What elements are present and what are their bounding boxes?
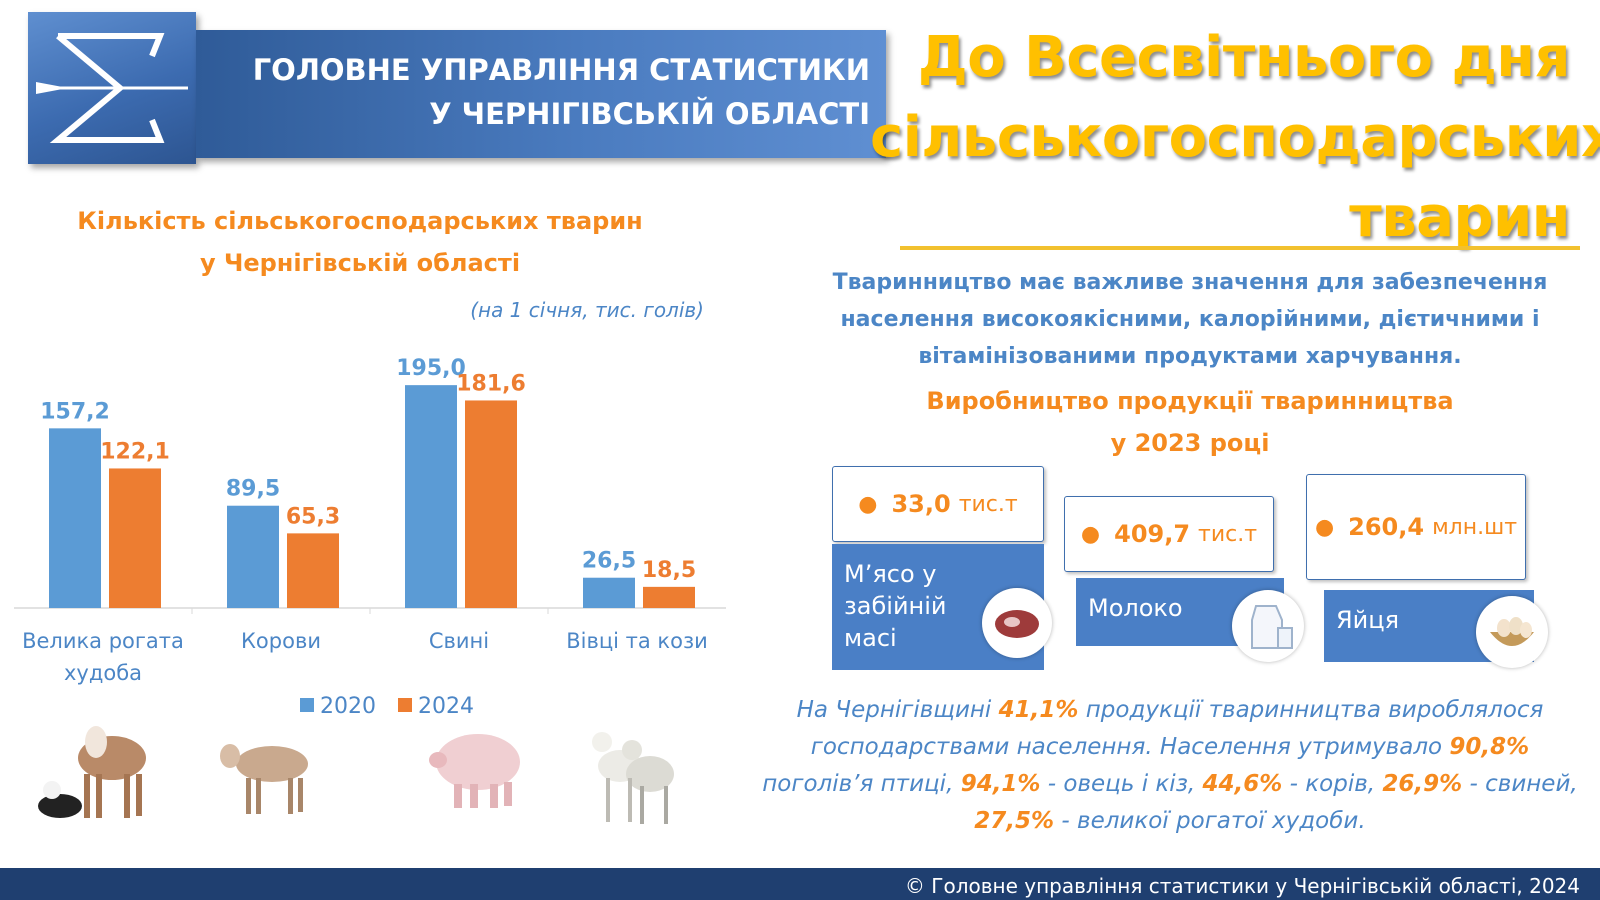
title-underline: [900, 246, 1580, 250]
org-name-line1: ГОЛОВНЕ УПРАВЛІННЯ СТАТИСТИКИ: [252, 53, 870, 87]
data-label-2020-1: 89,5: [226, 477, 280, 502]
production-title: Виробництво продукції тваринництва у 202…: [800, 380, 1580, 464]
pig-icon: [429, 734, 520, 808]
intro-line2: населення високоякісними, калорійними, д…: [840, 307, 1540, 332]
category-label-3: Вівці та кози: [566, 629, 708, 653]
bullet-icon: ●: [1080, 521, 1101, 547]
data-label-2020-3: 26,5: [582, 549, 636, 574]
data-label-2024-3: 18,5: [642, 558, 696, 583]
summary-part: - корів,: [1282, 771, 1383, 797]
header-banner: ГОЛОВНЕ УПРАВЛІННЯ СТАТИСТИКИ У ЧЕРНІГІВ…: [196, 30, 886, 158]
milk-icon: [1232, 590, 1304, 662]
category-label-1: Корови: [241, 629, 321, 653]
bullet-icon: ●: [858, 491, 878, 517]
data-label-2020-2: 195,0: [396, 356, 466, 381]
eggs-value-box: ● 260,4 млн.шт: [1306, 474, 1526, 580]
page-title-line3: тварин: [1349, 185, 1570, 250]
summary-value: 41,1%: [998, 697, 1079, 723]
bar-2024-1: [287, 533, 339, 608]
sigma-logo-icon: [36, 33, 188, 143]
footer-copyright: © Головне управління статистики у Черніг…: [904, 874, 1580, 898]
eggs-icon: [1476, 596, 1548, 668]
bar-2020-0: [49, 428, 101, 608]
chart-title-line1: Кількість сільськогосподарських тварин: [77, 207, 643, 235]
sheep-goats-icon: [592, 732, 674, 824]
legend-item-2024: 2024: [398, 694, 474, 719]
footer: © Головне управління статистики у Черніг…: [0, 868, 1600, 900]
page-title-line2: сільськогосподарських: [870, 105, 1600, 170]
production-title-line2: у 2023 році: [1110, 429, 1270, 457]
summary-part: На Чернігівщині: [796, 697, 999, 723]
bar-2024-0: [109, 468, 161, 608]
bar-2020-1: [227, 505, 279, 608]
summary-part: продукції тваринництва вироблялося госпо…: [810, 697, 1544, 760]
eggs-unit: млн.шт: [1432, 514, 1518, 540]
summary-part: поголів’я птиці,: [762, 771, 961, 797]
livestock-bar-chart: 157,2 122,1 Велика рогата худоба 89,565,3 Кор…: [14, 356, 726, 685]
meat-unit: тис.т: [958, 491, 1018, 517]
data-label-2020-0: 157,2: [40, 399, 110, 424]
data-label-2024-0: 122,1: [100, 439, 170, 464]
summary-part: - свиней,: [1462, 771, 1578, 797]
milk-value-box: ● 409,7 тис.т: [1064, 496, 1274, 572]
chart-legend: 2020 2024: [300, 694, 474, 719]
meat-value: 33,0: [891, 490, 951, 518]
intro-text: Тваринництво має важливе значення для за…: [790, 264, 1590, 375]
summary-value: 26,9%: [1382, 771, 1463, 797]
milk-label-line1: Молоко: [1088, 594, 1183, 622]
chart-subtitle: (на 1 січня, тис. голів): [470, 298, 704, 322]
summary-text: На Чернігівщині 41,1% продукції тваринни…: [760, 692, 1580, 840]
summary-value: 94,1%: [960, 771, 1041, 797]
intro-line1: Тваринництво має важливе значення для за…: [832, 270, 1548, 295]
org-name-line2: У ЧЕРНІГІВСЬКІЙ ОБЛАСТІ: [429, 97, 870, 131]
production-title-line1: Виробництво продукції тваринництва: [926, 387, 1454, 415]
data-label-2024-1: 65,3: [286, 504, 340, 529]
bar-2024-2: [465, 400, 517, 608]
data-label-2024-2: 181,6: [456, 371, 526, 396]
category-label-0: худоба: [64, 661, 142, 685]
org-logo: [28, 12, 196, 164]
bar-2020-3: [583, 577, 635, 608]
chart-title-line2: у Чернігівській області: [199, 249, 521, 277]
meat-label-line1: М’ясо у: [844, 560, 937, 588]
meat-label-line3: масі: [844, 624, 897, 652]
bar-2020-2: [405, 385, 457, 608]
meat-value-box: ● 33,0 тис.т: [832, 466, 1044, 542]
category-label-0: Велика рогата: [22, 629, 184, 653]
category-label-2: Свині: [429, 629, 489, 653]
intro-line3: вітамінізованими продуктами харчування.: [918, 344, 1462, 369]
cow-icon: [220, 744, 308, 814]
summary-value: 90,8%: [1449, 734, 1530, 760]
meat-label-line2: забійній: [844, 592, 947, 620]
bar-2024-3: [643, 586, 695, 608]
cattle-icon: [38, 726, 146, 818]
page-title: До Всесвітнього дня сільськогосподарськи…: [870, 18, 1600, 258]
milk-unit: тис.т: [1198, 521, 1258, 547]
summary-value: 44,6%: [1202, 771, 1283, 797]
milk-value: 409,7: [1114, 520, 1191, 548]
meat-icon: [982, 588, 1052, 658]
summary-part: - великої рогатої худоби.: [1054, 808, 1366, 834]
chart-title: Кількість сільськогосподарських тварин у…: [0, 200, 720, 284]
eggs-value: 260,4: [1348, 513, 1425, 541]
summary-value: 27,5%: [974, 808, 1055, 834]
bullet-icon: ●: [1314, 514, 1335, 540]
page-title-line1: До Всесвітнього дня: [917, 25, 1571, 90]
eggs-label-line1: Яйця: [1336, 606, 1400, 634]
legend-item-2020: 2020: [300, 694, 376, 719]
summary-part: - овець і кіз,: [1040, 771, 1203, 797]
